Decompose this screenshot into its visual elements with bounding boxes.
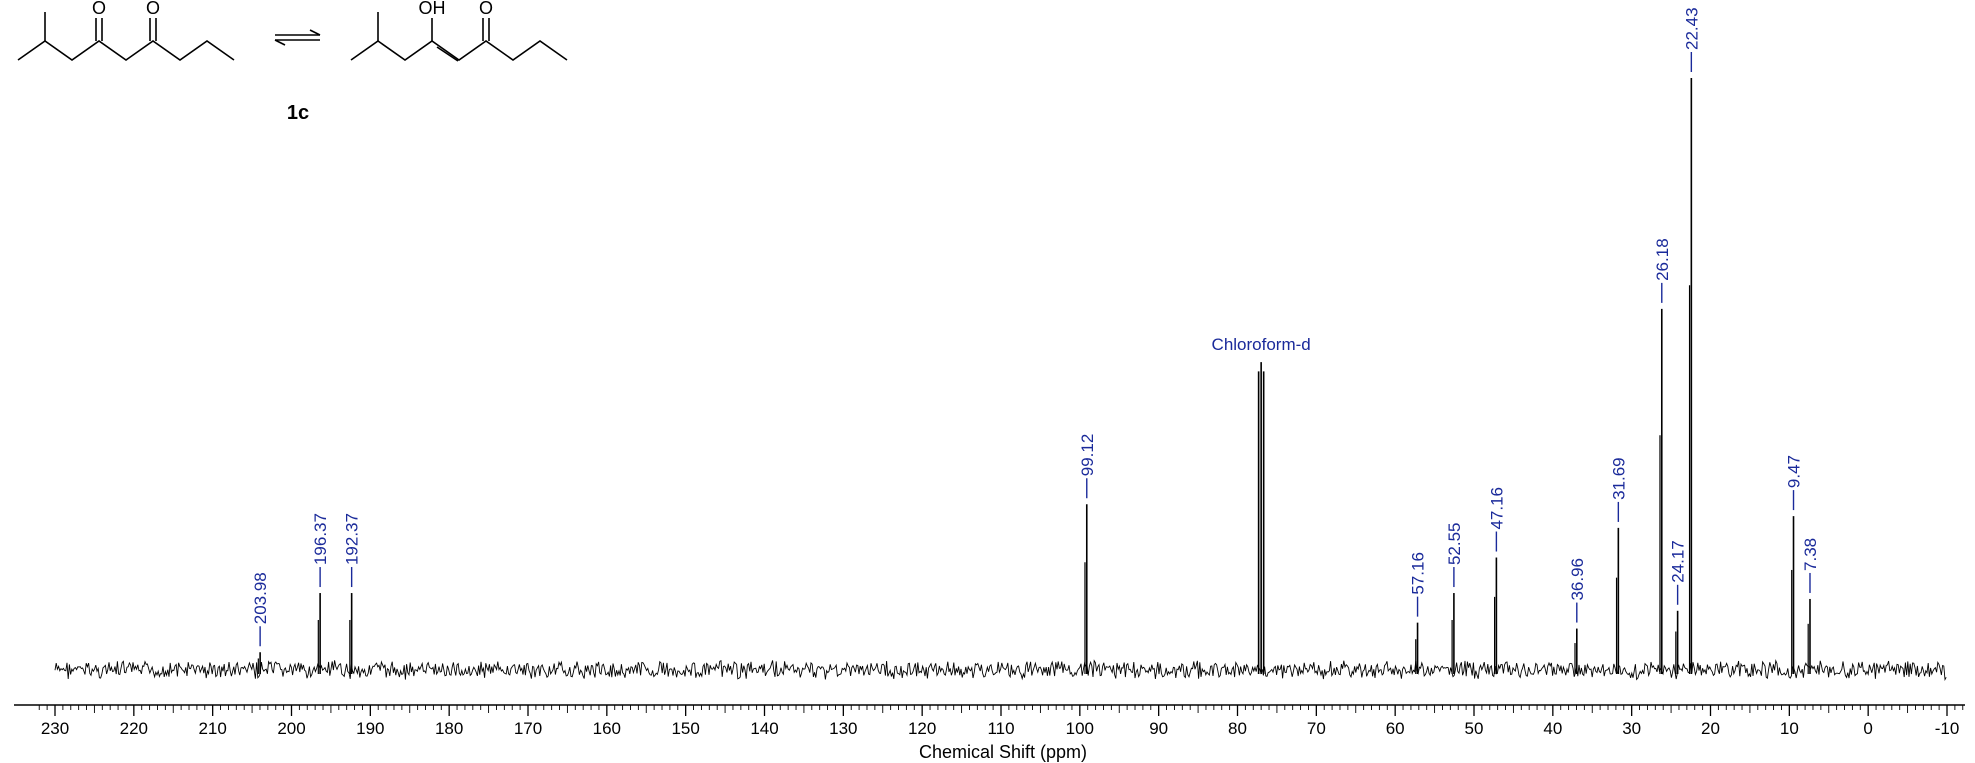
equilibrium-upper-head bbox=[309, 29, 321, 36]
tick-label-30: 30 bbox=[1622, 719, 1641, 738]
tick-label-170: 170 bbox=[514, 719, 542, 738]
peak-label-52.55: 52.55 bbox=[1445, 522, 1464, 565]
enol-skeleton bbox=[350, 40, 568, 61]
tick-label-230: 230 bbox=[41, 719, 69, 738]
tick-label-60: 60 bbox=[1386, 719, 1405, 738]
x-axis: 230 220 210 200 190 180 170 160 150 140 130 120 110 1… bbox=[14, 704, 1965, 738]
tick-label-130: 130 bbox=[829, 719, 857, 738]
tick-label-100: 100 bbox=[1066, 719, 1094, 738]
peak-label-9.47: 9.47 bbox=[1785, 455, 1804, 488]
x-axis-title: Chemical Shift (ppm) bbox=[919, 742, 1087, 762]
peak-label-196.37: 196.37 bbox=[311, 513, 330, 565]
diketo-oxygen-2: O bbox=[146, 0, 160, 18]
molecule-atom-labels: O O OH O bbox=[92, 0, 493, 18]
peak-label-layer: 203.98 196.37 192.37 99.12 57.16 52.55 47.16 36… bbox=[251, 7, 1820, 647]
tick-label-70: 70 bbox=[1307, 719, 1326, 738]
tick-label-0: 0 bbox=[1863, 719, 1872, 738]
diketo-oxygen-1: O bbox=[92, 0, 106, 18]
peak-label-47.16: 47.16 bbox=[1487, 487, 1506, 530]
tick-label-220: 220 bbox=[120, 719, 148, 738]
enol-double-bond bbox=[436, 46, 459, 62]
equilibrium-lower-head bbox=[274, 39, 286, 46]
tick-label-160: 160 bbox=[593, 719, 621, 738]
tick-label-20: 20 bbox=[1701, 719, 1720, 738]
peak-label-192.37: 192.37 bbox=[343, 513, 362, 565]
tick-label--10: -10 bbox=[1935, 719, 1960, 738]
tick-label-90: 90 bbox=[1149, 719, 1168, 738]
tick-label-180: 180 bbox=[435, 719, 463, 738]
tick-label-40: 40 bbox=[1543, 719, 1562, 738]
peak-label-57.16: 57.16 bbox=[1409, 552, 1428, 595]
molecule-structures bbox=[17, 12, 568, 62]
peak-label-31.69: 31.69 bbox=[1609, 457, 1628, 500]
peak-label-26.18: 26.18 bbox=[1653, 238, 1672, 281]
peak-label-7.38: 7.38 bbox=[1801, 538, 1820, 571]
spectrum-layer bbox=[54, 78, 1947, 682]
tick-label-140: 140 bbox=[750, 719, 778, 738]
spectrum-baseline bbox=[54, 658, 1947, 682]
tick-label-110: 110 bbox=[987, 719, 1014, 738]
peak-label-99.12: 99.12 bbox=[1078, 434, 1097, 477]
tick-label-150: 150 bbox=[671, 719, 699, 738]
diketo-skeleton bbox=[17, 40, 235, 61]
solvent-label: Chloroform-d bbox=[1212, 335, 1311, 354]
tick-label-200: 200 bbox=[277, 719, 305, 738]
peak-label-36.96: 36.96 bbox=[1568, 558, 1587, 601]
tick-label-120: 120 bbox=[908, 719, 936, 738]
tick-label-50: 50 bbox=[1465, 719, 1484, 738]
peak-label-22.43: 22.43 bbox=[1682, 7, 1701, 50]
peak-label-24.17: 24.17 bbox=[1669, 540, 1688, 583]
enol-hydroxyl: OH bbox=[419, 0, 446, 18]
tick-label-80: 80 bbox=[1228, 719, 1247, 738]
compound-label: 1c bbox=[287, 102, 309, 124]
tick-label-10: 10 bbox=[1780, 719, 1799, 738]
tick-label-210: 210 bbox=[198, 719, 226, 738]
peak-label-203.98: 203.98 bbox=[251, 572, 270, 624]
enol-oxygen: O bbox=[479, 0, 493, 18]
tick-label-190: 190 bbox=[356, 719, 384, 738]
